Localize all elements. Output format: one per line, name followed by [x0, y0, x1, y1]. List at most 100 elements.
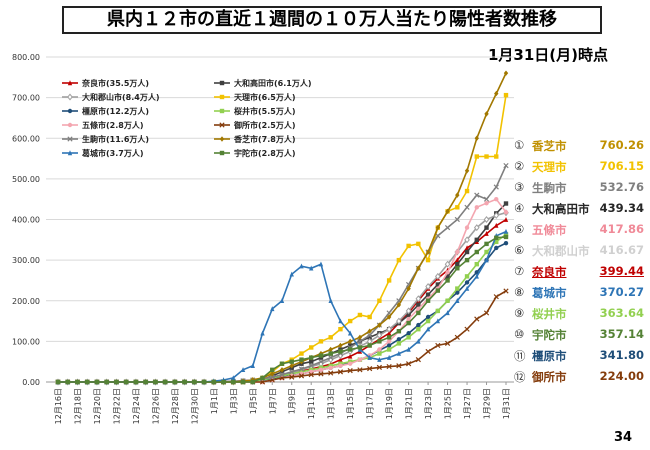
data-point — [386, 325, 392, 333]
legend-label: 宇陀市(2.8万人) — [234, 148, 295, 158]
data-point — [396, 317, 402, 325]
data-point — [328, 355, 334, 361]
data-point — [455, 249, 460, 255]
series-line — [58, 211, 507, 383]
data-point — [299, 263, 304, 269]
city-value: 760.26 — [599, 138, 644, 152]
city-name: 五條市 — [532, 223, 567, 237]
city-value: 706.15 — [599, 159, 644, 173]
legend-marker — [67, 108, 73, 114]
data-point — [201, 379, 207, 385]
data-point — [357, 338, 363, 344]
data-point — [484, 111, 489, 117]
legend-label: 桜井市(5.5万人) — [234, 106, 295, 116]
data-point — [503, 70, 509, 76]
ranking-row: ⑥ 大和郡山市 416.67 — [514, 243, 644, 261]
data-point — [425, 318, 431, 324]
data-point — [435, 308, 441, 314]
data-point — [405, 361, 412, 367]
data-point — [367, 335, 372, 340]
data-point — [494, 90, 499, 97]
ranking-row: ⑤ 五條市 417.86 — [514, 222, 644, 240]
data-point — [464, 274, 470, 279]
city-value: 224.00 — [599, 369, 644, 383]
data-point — [328, 346, 333, 353]
data-point — [464, 285, 470, 291]
data-point — [338, 349, 343, 354]
data-point — [289, 271, 294, 277]
data-point — [377, 351, 382, 356]
data-point — [357, 345, 363, 350]
x-tick-label: 1月3日 — [229, 388, 238, 414]
data-point — [328, 335, 333, 340]
data-point — [406, 320, 411, 326]
legend-marker — [219, 108, 225, 114]
data-point — [318, 339, 324, 344]
data-point — [328, 298, 333, 303]
city-value: 341.80 — [599, 348, 644, 362]
data-point — [416, 241, 421, 247]
ranking-row: ⑩ 宇陀市 357.14 — [514, 327, 644, 345]
city-value: 370.27 — [599, 285, 644, 299]
data-point — [309, 355, 314, 360]
data-point — [279, 361, 285, 366]
data-point — [503, 210, 509, 215]
legend-label: 生駒市(11.6万人) — [82, 134, 149, 144]
data-point — [474, 192, 480, 198]
legend-label: 御所市(2.5万人) — [233, 120, 295, 130]
data-point — [309, 359, 314, 364]
data-point — [386, 335, 392, 340]
data-point — [483, 216, 490, 223]
data-point — [153, 379, 158, 385]
x-tick-label: 12月20日 — [93, 388, 102, 424]
legend-marker — [67, 136, 73, 142]
x-tick-label: 1月23日 — [424, 388, 433, 419]
data-point — [357, 334, 363, 341]
data-point — [309, 345, 314, 350]
rank-number: ⑨ — [514, 306, 525, 320]
city-name: 宇陀市 — [532, 328, 567, 342]
data-point — [377, 356, 382, 362]
x-tick-label: 1月9日 — [288, 388, 297, 414]
data-point — [455, 192, 460, 198]
rank-number: ⑧ — [514, 285, 525, 299]
page-title: 県内１２市の直近１週間の１０万人当たり陽性者数推移 — [62, 6, 602, 34]
data-point — [503, 162, 509, 169]
data-point — [493, 184, 499, 190]
data-point — [162, 379, 168, 385]
data-point — [464, 236, 470, 244]
data-point — [474, 261, 479, 267]
city-name: 橿原市 — [532, 349, 567, 363]
data-point — [357, 357, 363, 362]
data-point — [318, 359, 324, 365]
ranking-row: ② 天理市 706.15 — [514, 159, 644, 177]
city-value: 357.14 — [599, 327, 644, 341]
y-tick-label: 200.00 — [12, 297, 40, 306]
data-point — [494, 235, 499, 240]
city-value: 439.34 — [599, 201, 644, 215]
x-tick-label: 1月19日 — [385, 388, 394, 419]
data-point — [347, 368, 353, 374]
rank-number: ⑦ — [514, 264, 525, 278]
data-point — [445, 278, 450, 283]
data-point — [406, 316, 411, 322]
data-point — [396, 329, 402, 334]
data-point — [347, 330, 353, 336]
data-point — [289, 359, 294, 364]
legend-marker — [67, 122, 73, 128]
data-point — [347, 361, 353, 366]
legend-label: 橿原市(12.2万人) — [82, 106, 149, 116]
x-tick-label: 1月27日 — [463, 388, 472, 419]
data-point — [328, 351, 333, 356]
y-tick-label: 300.00 — [12, 256, 40, 265]
city-value: 399.44 — [599, 264, 644, 278]
data-point — [367, 365, 373, 372]
data-point — [484, 225, 489, 230]
x-tick-label: 1月25日 — [444, 388, 453, 419]
data-point — [406, 346, 411, 352]
data-point — [376, 331, 383, 339]
city-value: 416.67 — [599, 243, 644, 257]
data-point — [493, 211, 500, 219]
legend-marker — [219, 80, 225, 86]
data-point — [376, 364, 383, 370]
